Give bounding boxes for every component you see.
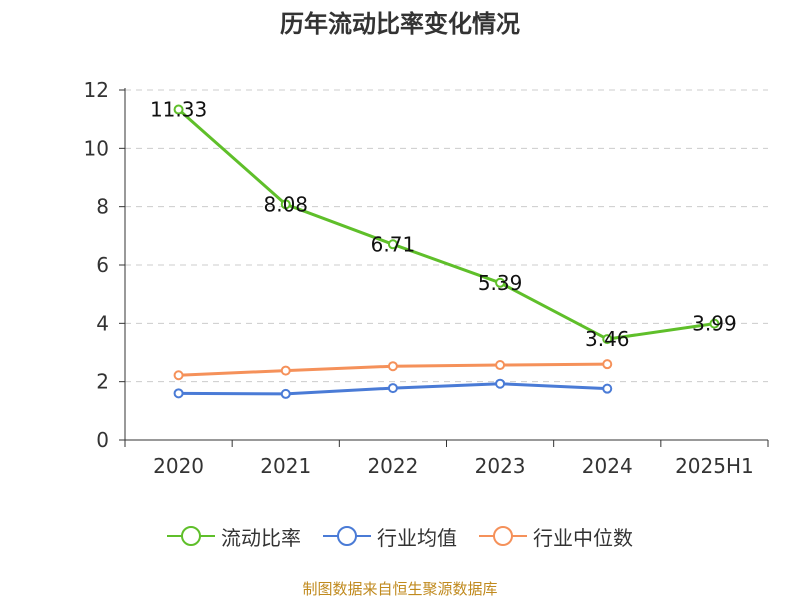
legend-swatch-industry-avg xyxy=(323,526,371,546)
chart-title: 历年流动比率变化情况 xyxy=(280,10,520,38)
legend-item-industry-median[interactable]: 行业中位数 xyxy=(479,522,633,551)
y-tick-label: 8 xyxy=(96,195,109,219)
legend-label-industry-avg: 行业均值 xyxy=(377,525,457,550)
data-point xyxy=(387,361,398,372)
data-label: 5.39 xyxy=(478,271,523,295)
data-point xyxy=(387,383,398,394)
legend: 流动比率 行业均值 行业中位数 xyxy=(0,518,800,554)
y-tick-label: 6 xyxy=(96,253,109,277)
source-note: 制图数据来自恒生聚源数据库 xyxy=(302,580,498,598)
data-point xyxy=(495,378,506,389)
data-label: 11.33 xyxy=(150,98,207,122)
legend-swatch-industry-median xyxy=(479,526,527,546)
x-tick-label: 2023 xyxy=(475,454,526,478)
data-label: 3.99 xyxy=(692,312,737,336)
series-line xyxy=(177,108,715,341)
y-tick-label: 2 xyxy=(96,370,109,394)
legend-swatch-current-ratio xyxy=(167,526,215,546)
data-point xyxy=(602,359,613,370)
data-point xyxy=(173,104,184,115)
data-point xyxy=(387,239,398,250)
y-tick-label: 0 xyxy=(96,428,109,452)
data-point xyxy=(709,318,720,329)
data-point xyxy=(495,360,506,371)
data-point xyxy=(280,388,291,399)
legend-item-industry-avg[interactable]: 行业均值 xyxy=(323,522,457,551)
x-tick-label: 2020 xyxy=(153,454,204,478)
data-point xyxy=(173,388,184,399)
data-point xyxy=(602,383,613,394)
y-tick-label: 4 xyxy=(96,311,109,335)
x-tick-label: 2022 xyxy=(367,454,418,478)
data-label: 8.08 xyxy=(263,192,308,216)
data-label: 3.46 xyxy=(585,327,630,351)
x-tick-label: 2024 xyxy=(582,454,633,478)
y-tick-label: 12 xyxy=(84,78,109,102)
data-point xyxy=(173,370,184,381)
legend-item-current-ratio[interactable]: 流动比率 xyxy=(167,522,301,551)
data-point xyxy=(280,365,291,376)
x-tick-label: 2021 xyxy=(260,454,311,478)
legend-label-current-ratio: 流动比率 xyxy=(221,525,301,550)
data-point xyxy=(280,199,291,210)
data-point xyxy=(602,334,613,345)
x-tick-label: 2025H1 xyxy=(675,454,754,478)
data-point xyxy=(495,277,506,288)
legend-label-industry-median: 行业中位数 xyxy=(533,525,633,550)
y-tick-label: 10 xyxy=(84,136,109,160)
data-label: 6.71 xyxy=(371,232,416,256)
